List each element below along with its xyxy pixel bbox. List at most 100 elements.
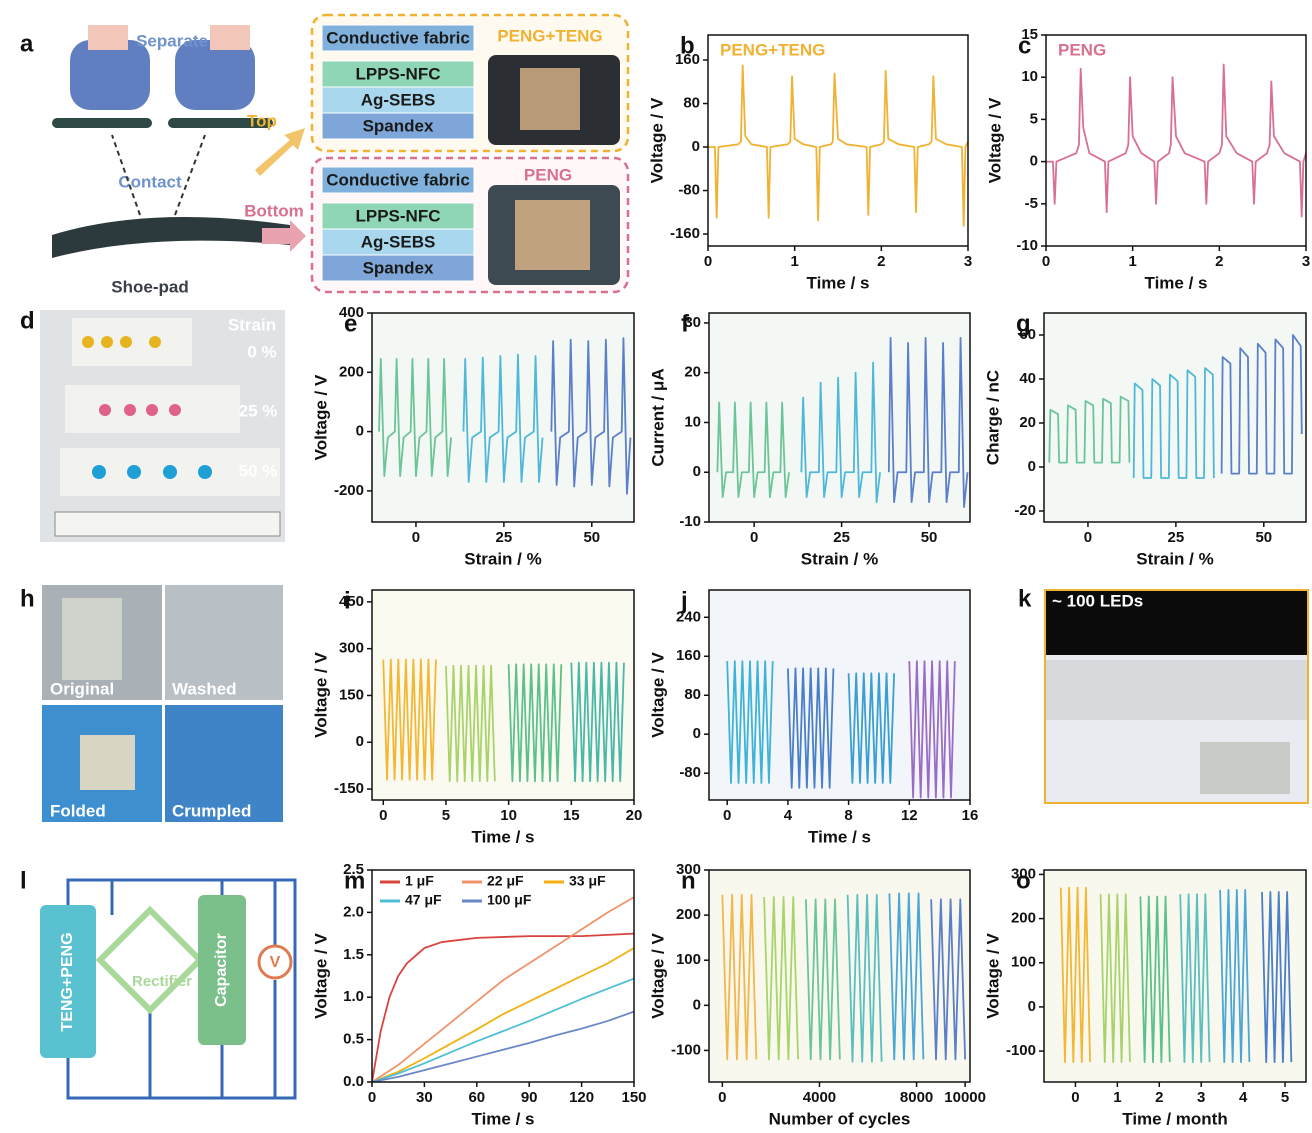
x-tick-label: 0 <box>1042 253 1050 270</box>
x-tick-label: 50 <box>1255 529 1272 546</box>
x-tick-label: 2 <box>877 253 885 270</box>
x-tick-label: 5 <box>442 807 450 824</box>
y-tick-label: -10 <box>1016 237 1038 254</box>
x-tick-label: 60 <box>468 1089 485 1106</box>
y-axis-label: Voltage / V <box>311 374 330 460</box>
x-tick-label: 0 <box>368 1089 376 1106</box>
plot-area <box>708 35 968 246</box>
label: TENG+PENG <box>59 932 76 1031</box>
y-tick-label: 400 <box>339 304 364 321</box>
y-axis-label: Voltage / V <box>648 652 667 738</box>
plot-area <box>1046 35 1306 246</box>
y-tick-label: 20 <box>1019 414 1036 431</box>
x-tick-label: 0 <box>704 253 712 270</box>
x-tick-label: 10000 <box>944 1089 986 1106</box>
y-tick-label: 300 <box>1011 865 1036 882</box>
x-tick-label: 25 <box>496 529 513 546</box>
y-tick-label: -10 <box>679 513 701 530</box>
y-tick-label: -5 <box>1025 195 1038 212</box>
x-tick-label: 16 <box>962 807 979 824</box>
y-axis-label: Voltage / V <box>647 97 666 183</box>
y-tick-label: 0 <box>356 733 364 750</box>
x-tick-label: 5 <box>1281 1089 1289 1106</box>
x-tick-label: 4000 <box>803 1089 836 1106</box>
caption: ~ 100 LEDs <box>1052 591 1143 610</box>
photo-patch <box>520 68 580 130</box>
x-tick-label: 30 <box>416 1089 433 1106</box>
y-tick-label: 0.5 <box>343 1031 364 1048</box>
x-tick-label: 0 <box>750 529 758 546</box>
shoe-pad <box>52 217 290 258</box>
y-tick-label: 10 <box>684 413 701 430</box>
legend-label: 1 μF <box>405 873 434 889</box>
y-tick-label: -80 <box>678 181 700 198</box>
leg <box>88 25 128 50</box>
y-tick-label: -100 <box>1006 1042 1036 1059</box>
panel-letter: k <box>1018 585 1032 612</box>
x-axis-label: Time / s <box>1145 273 1208 292</box>
layer-label: Ag-SEBS <box>361 90 436 109</box>
label: Bottom <box>244 201 303 220</box>
rectifier <box>100 910 200 1010</box>
y-tick-label: -160 <box>670 225 700 242</box>
y-tick-label: 0 <box>356 423 364 440</box>
legend-label: 100 μF <box>487 892 532 908</box>
x-tick-label: 25 <box>1168 529 1185 546</box>
legend-label: 47 μF <box>405 892 442 908</box>
y-tick-label: 0 <box>693 725 701 742</box>
label: Washed <box>172 679 237 698</box>
y-tick-label: 200 <box>676 906 701 923</box>
x-tick-label: 10 <box>500 807 517 824</box>
x-tick-label: 20 <box>626 807 643 824</box>
y-tick-label: 2.5 <box>343 861 364 878</box>
annotation: PENG <box>1058 40 1106 59</box>
x-tick-label: 0 <box>379 807 387 824</box>
leg <box>210 25 250 50</box>
y-tick-label: -100 <box>671 1041 701 1058</box>
x-tick-label: 4 <box>784 807 793 824</box>
x-tick-label: 120 <box>569 1089 594 1106</box>
label: V <box>270 954 281 971</box>
y-axis-label: Charge / nC <box>983 370 1002 465</box>
legend-label: 22 μF <box>487 873 524 889</box>
y-tick-label: -20 <box>1014 502 1036 519</box>
label: Top <box>247 111 277 130</box>
y-axis-label: Voltage / V <box>985 97 1004 183</box>
x-tick-label: 0 <box>1071 1089 1079 1106</box>
x-tick-label: 3 <box>1197 1089 1205 1106</box>
x-axis-label: Time / s <box>472 827 535 846</box>
x-tick-label: 2 <box>1215 253 1223 270</box>
shoe-left <box>70 40 150 110</box>
panel-k: ~ 100 LEDs <box>1045 590 1308 803</box>
label: Shoe-pad <box>111 277 188 296</box>
y-tick-label: 15 <box>1021 26 1038 43</box>
stack-title: PENG+TENG <box>497 26 602 45</box>
y-tick-label: 0 <box>692 138 700 155</box>
y-axis-label: Voltage / V <box>983 933 1002 1019</box>
y-tick-label: 200 <box>1011 910 1036 927</box>
layer-label: LPPS-NFC <box>356 206 441 225</box>
x-axis-label: Time / s <box>472 1109 535 1128</box>
y-axis-label: Voltage / V <box>311 652 330 738</box>
y-tick-label: 100 <box>1011 954 1036 971</box>
sample <box>62 598 122 680</box>
y-tick-label: 160 <box>676 647 701 664</box>
y-tick-label: 160 <box>675 51 700 68</box>
label: Original <box>50 679 114 698</box>
x-tick-label: 150 <box>621 1089 646 1106</box>
y-tick-label: 10 <box>1021 68 1038 85</box>
label: 0 % <box>247 342 276 361</box>
x-tick-label: 3 <box>964 253 972 270</box>
y-tick-label: 80 <box>684 686 701 703</box>
panel-letter: l <box>20 867 27 894</box>
x-tick-label: 0 <box>718 1089 726 1106</box>
annotation: PENG+TENG <box>720 40 825 59</box>
y-tick-label: 0 <box>693 463 701 480</box>
y-tick-label: -80 <box>679 764 701 781</box>
label: 50 % <box>239 461 278 480</box>
x-tick-label: 8 <box>844 807 852 824</box>
y-tick-label: 40 <box>1019 370 1036 387</box>
panel-h: Original Washed Folded Crumpled <box>42 585 283 822</box>
x-tick-label: 1 <box>790 253 798 270</box>
y-tick-label: 1.0 <box>343 988 364 1005</box>
